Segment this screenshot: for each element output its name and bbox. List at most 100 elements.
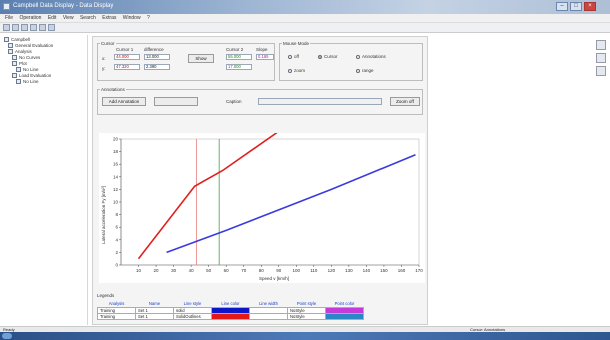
tree-node[interactable]: Analysis [8, 49, 32, 54]
x-tick-label: 140 [363, 268, 371, 273]
mode-annotations-radio[interactable]: Annotations [356, 54, 386, 59]
legend-point-color-swatch[interactable] [325, 312, 364, 320]
x-tick-label: 30 [171, 268, 177, 273]
app-icon [3, 3, 10, 10]
close-button[interactable]: × [584, 2, 596, 11]
start-button[interactable] [2, 333, 12, 339]
minimize-button[interactable]: – [556, 2, 568, 11]
menu-bar: File Operation Edit View Search Extras W… [0, 14, 610, 23]
x-tick-label: 80 [259, 268, 265, 273]
radio-dot [288, 68, 292, 73]
line-chart[interactable]: 10 20 30 40 50 60 70 80 90 100 110 120 130 140 150 160 1… [99, 133, 425, 283]
tree-node[interactable]: No Curves [12, 55, 40, 60]
tree-node[interactable]: Load Evaluation [12, 73, 51, 78]
new-icon[interactable] [3, 24, 10, 31]
chart-icon[interactable] [48, 24, 55, 31]
difference-label: difference [144, 47, 164, 52]
legend-line-color-swatch[interactable] [211, 312, 250, 320]
menu-extras[interactable]: Extras [102, 15, 117, 21]
status-bar: Ready Cursor: Annotations [0, 326, 610, 332]
tree-node[interactable]: No Line [16, 79, 39, 84]
menu-edit[interactable]: Edit [47, 15, 57, 21]
chart-area: 10 20 30 40 50 60 70 80 90 100 110 120 130 140 150 160 1… [99, 133, 425, 283]
x-tick-label: 130 [345, 268, 353, 273]
mouse-mode-group: Mouse Mode off Cursor Annotations zoom r… [279, 41, 423, 81]
x-tick-label: 120 [328, 268, 336, 273]
mode-off-radio[interactable]: off [288, 54, 299, 59]
open-icon[interactable] [12, 24, 19, 31]
x-tick-label: 100 [293, 268, 301, 273]
menu-help[interactable]: ? [146, 15, 150, 21]
slope-label: Slope [256, 47, 268, 52]
annotations-title: Annotations [100, 87, 126, 92]
cursor2-y-field[interactable]: 17.000 [226, 64, 252, 70]
zoom-off-button[interactable]: Zoom off [390, 97, 420, 106]
x-tick-label: 150 [380, 268, 388, 273]
cursor1-x-field[interactable]: 44.000 [114, 54, 140, 60]
radio-dot [356, 54, 360, 59]
cursor-group: Cursor Cursor 1 difference Cursor 2 Slop… [97, 41, 275, 81]
legend-row[interactable]: Training Set 1 solid NoStyle [97, 306, 364, 314]
x-label: x: [102, 56, 106, 61]
cursor2-x-field[interactable]: 55.000 [226, 54, 252, 60]
cut-icon[interactable] [39, 24, 46, 31]
maximize-button[interactable]: □ [570, 2, 582, 11]
y-tick-label: 10 [113, 200, 119, 205]
side-tool-icon[interactable] [596, 40, 606, 50]
series-line [137, 133, 278, 260]
mode-zoom-radio[interactable]: zoom [288, 68, 305, 73]
diff-x-field[interactable]: 13.000 [144, 54, 170, 60]
print-icon[interactable] [30, 24, 37, 31]
menu-window[interactable]: Window [122, 15, 141, 21]
title-bar: Campbell Data Display - Data Display – □… [0, 0, 610, 14]
mode-cursor-radio[interactable]: Cursor [318, 54, 338, 59]
mode-annotations-label: Annotations [362, 54, 386, 59]
side-tool-icon[interactable] [596, 66, 606, 76]
side-toolbar [596, 40, 608, 79]
legend-header-line-width: Line width [259, 301, 278, 307]
y-label: y: [102, 66, 106, 71]
tree-node[interactable]: Campbell [4, 37, 30, 42]
legend-header-point-style: Point style [296, 301, 317, 307]
mode-range-radio[interactable]: range [356, 68, 374, 73]
diff-y-field[interactable]: 2.390 [144, 64, 170, 70]
tree-node[interactable]: Plot [12, 61, 27, 66]
x-tick-label: 70 [241, 268, 247, 273]
y-axis-label: Lateral acceleration Fy [m/s²] [101, 186, 106, 244]
menu-file[interactable]: File [5, 15, 14, 21]
cursor-group-title: Cursor [100, 41, 116, 46]
y-tick-label: 16 [113, 162, 119, 167]
x-tick-label: 60 [224, 268, 230, 273]
navigation-tree: Campbell General Evaluation Analysis No … [2, 35, 88, 325]
x-tick-label: 10 [136, 268, 142, 273]
cursor1-label: Cursor 1 [116, 47, 134, 52]
menu-operation[interactable]: Operation [19, 15, 42, 21]
add-annotation-button[interactable]: Add Annotation [102, 97, 146, 106]
tree-node[interactable]: General Evaluation [8, 43, 53, 48]
caption-input[interactable] [258, 98, 382, 105]
y-tick-label: 0 [115, 263, 118, 268]
x-tick-label: 160 [398, 268, 406, 273]
main-panel: Cursor Cursor 1 difference Cursor 2 Slop… [92, 36, 428, 325]
y-tick-label: 18 [113, 149, 119, 154]
tree-node[interactable]: No Line [16, 67, 39, 72]
series-line [166, 154, 416, 254]
radio-dot [356, 68, 360, 73]
slope-field[interactable]: 0.165 [256, 54, 274, 60]
x-tick-label: 170 [415, 268, 423, 273]
show-button[interactable]: Show [188, 54, 214, 63]
side-tool-icon[interactable] [596, 53, 606, 63]
radio-dot [288, 54, 292, 59]
mode-cursor-label: Cursor [324, 54, 338, 59]
menu-view[interactable]: View [62, 15, 74, 21]
menu-search[interactable]: Search [79, 15, 96, 21]
annotations-group: Annotations Add Annotation Caption Zoom … [97, 87, 423, 115]
x-tick-label: 50 [206, 268, 212, 273]
mouse-mode-title: Mouse Mode [282, 41, 311, 46]
save-icon[interactable] [21, 24, 28, 31]
y-tick-label: 14 [113, 174, 119, 179]
annotation-secondary-button[interactable] [154, 97, 198, 106]
cursor1-y-field[interactable]: 47.320 [114, 64, 140, 70]
legend-row[interactable]: Training Set 1 SolidOutlines NoStyle [97, 312, 364, 320]
legend-header-line-style: Line style [183, 301, 202, 307]
